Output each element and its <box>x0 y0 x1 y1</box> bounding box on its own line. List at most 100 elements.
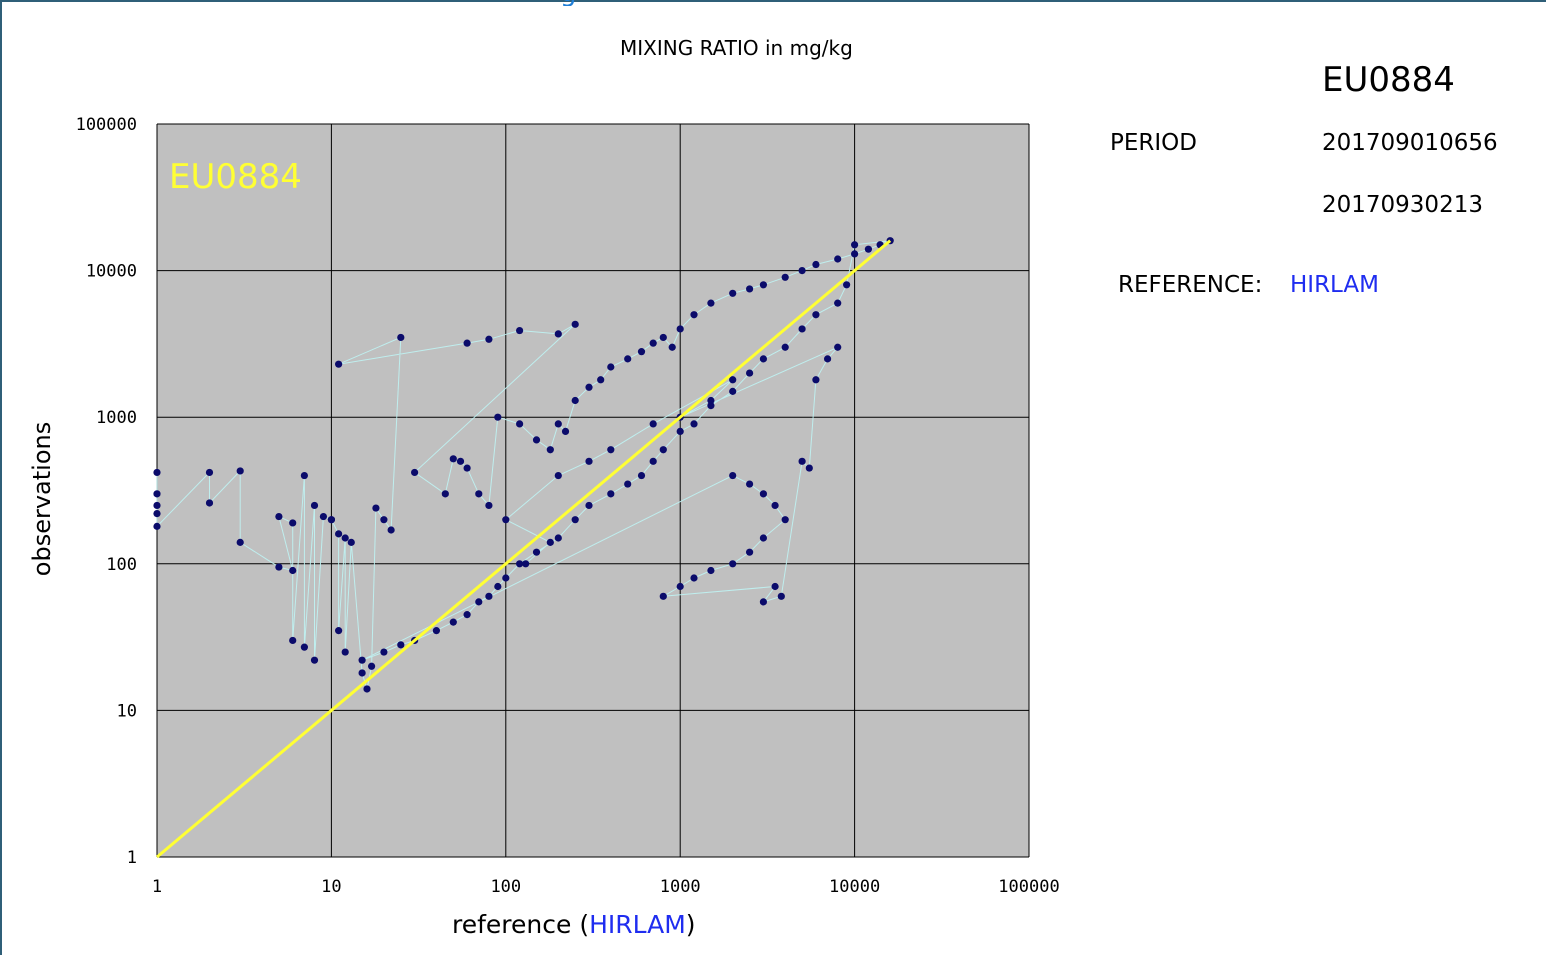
x-axis-label: reference (HIRLAM) <box>452 910 696 939</box>
observation-point <box>812 260 820 269</box>
observation-point <box>516 326 524 335</box>
observation-point <box>485 592 493 600</box>
observation-point <box>475 490 483 498</box>
observation-point <box>781 273 789 281</box>
observation-point <box>649 420 657 428</box>
observation-point <box>463 611 471 619</box>
observation-point <box>516 560 524 568</box>
observation-point <box>676 325 684 333</box>
observation-point <box>475 598 483 606</box>
observation-point <box>372 504 380 512</box>
observation-point <box>532 548 541 556</box>
observation-point <box>771 582 779 591</box>
observation-point <box>236 538 244 546</box>
observation-point <box>777 592 785 600</box>
observation-point <box>690 420 698 428</box>
x-tick-label: 1 <box>152 877 162 897</box>
observation-point <box>300 643 308 651</box>
observation-point <box>597 376 605 384</box>
y-tick-label: 1000 <box>96 408 137 428</box>
observation-point <box>335 627 343 635</box>
observation-point <box>805 464 813 472</box>
observation-point <box>289 636 297 645</box>
period-end-value: 20170930213 <box>1322 192 1483 218</box>
observation-point <box>607 363 615 371</box>
observation-point <box>456 457 465 465</box>
observation-point <box>834 299 842 307</box>
observation-point <box>771 501 779 510</box>
observation-point <box>707 299 715 307</box>
observation-point <box>380 648 388 656</box>
one-to-one-reference-line <box>156 239 892 859</box>
observation-point <box>494 582 502 591</box>
observation-point <box>607 446 615 454</box>
observation-point <box>834 255 842 263</box>
observation-point <box>341 534 349 542</box>
observation-point <box>153 490 161 498</box>
observation-point <box>463 464 471 472</box>
y-tick-label: 10000 <box>86 262 137 282</box>
reference-label: REFERENCE: <box>1118 272 1263 298</box>
observation-point <box>707 401 715 410</box>
observation-point <box>798 457 806 465</box>
observation-point <box>153 510 161 518</box>
observation-point <box>516 420 524 428</box>
observation-point <box>205 499 214 507</box>
observation-point <box>546 538 554 546</box>
observation-point <box>571 396 579 405</box>
period-label: PERIOD <box>1110 130 1197 156</box>
observation-point <box>449 455 457 463</box>
observation-point <box>522 560 530 568</box>
observation-point <box>358 669 366 677</box>
observation-point <box>746 548 754 556</box>
observation-point <box>659 333 667 342</box>
observation-point <box>546 446 554 454</box>
period-start-value: 201709010656 <box>1322 130 1498 156</box>
observation-point <box>205 468 214 477</box>
observation-point <box>310 501 319 510</box>
observation-point <box>585 383 593 391</box>
y-tick-label: 100 <box>106 555 137 575</box>
observation-point <box>729 560 737 568</box>
x-tick-label: 1000 <box>660 877 701 897</box>
observation-point <box>289 519 297 527</box>
x-tick-label: 100000 <box>998 877 1059 897</box>
cropped-page-heading-glyph: g <box>560 0 577 6</box>
observation-point <box>729 471 737 480</box>
observation-point <box>485 501 493 510</box>
observation-point <box>358 656 366 664</box>
observation-point <box>798 325 806 333</box>
observation-point <box>707 566 715 575</box>
observation-point <box>812 376 820 384</box>
chart-title: MIXING RATIO in mg/kg <box>620 36 853 60</box>
observation-point <box>637 471 646 480</box>
observation-point <box>812 311 820 319</box>
observation-point <box>624 355 632 363</box>
cropped-page-heading: g <box>560 0 600 6</box>
observation-point <box>502 516 510 524</box>
observation-point <box>637 348 646 356</box>
observation-point <box>441 490 449 498</box>
observation-point <box>554 534 562 542</box>
y-tick-label: 100000 <box>76 115 137 135</box>
y-tick-label: 10 <box>117 701 137 721</box>
observation-point <box>668 343 676 351</box>
observation-point <box>502 574 510 582</box>
observation-point <box>707 396 715 405</box>
observation-point <box>781 343 789 351</box>
observation-point <box>823 355 832 363</box>
observation-point <box>676 427 684 436</box>
observation-point <box>319 512 328 521</box>
observation-point <box>363 685 371 693</box>
observation-point <box>327 516 335 524</box>
observation-point <box>485 335 493 343</box>
observation-point <box>729 289 737 297</box>
observation-point <box>585 457 593 465</box>
observation-point <box>659 446 667 454</box>
observation-point <box>571 516 579 524</box>
observation-point <box>729 376 737 384</box>
observation-point <box>607 490 615 498</box>
x-tick-label: 10000 <box>829 877 880 897</box>
observation-point <box>759 281 768 289</box>
observation-point <box>275 563 283 571</box>
